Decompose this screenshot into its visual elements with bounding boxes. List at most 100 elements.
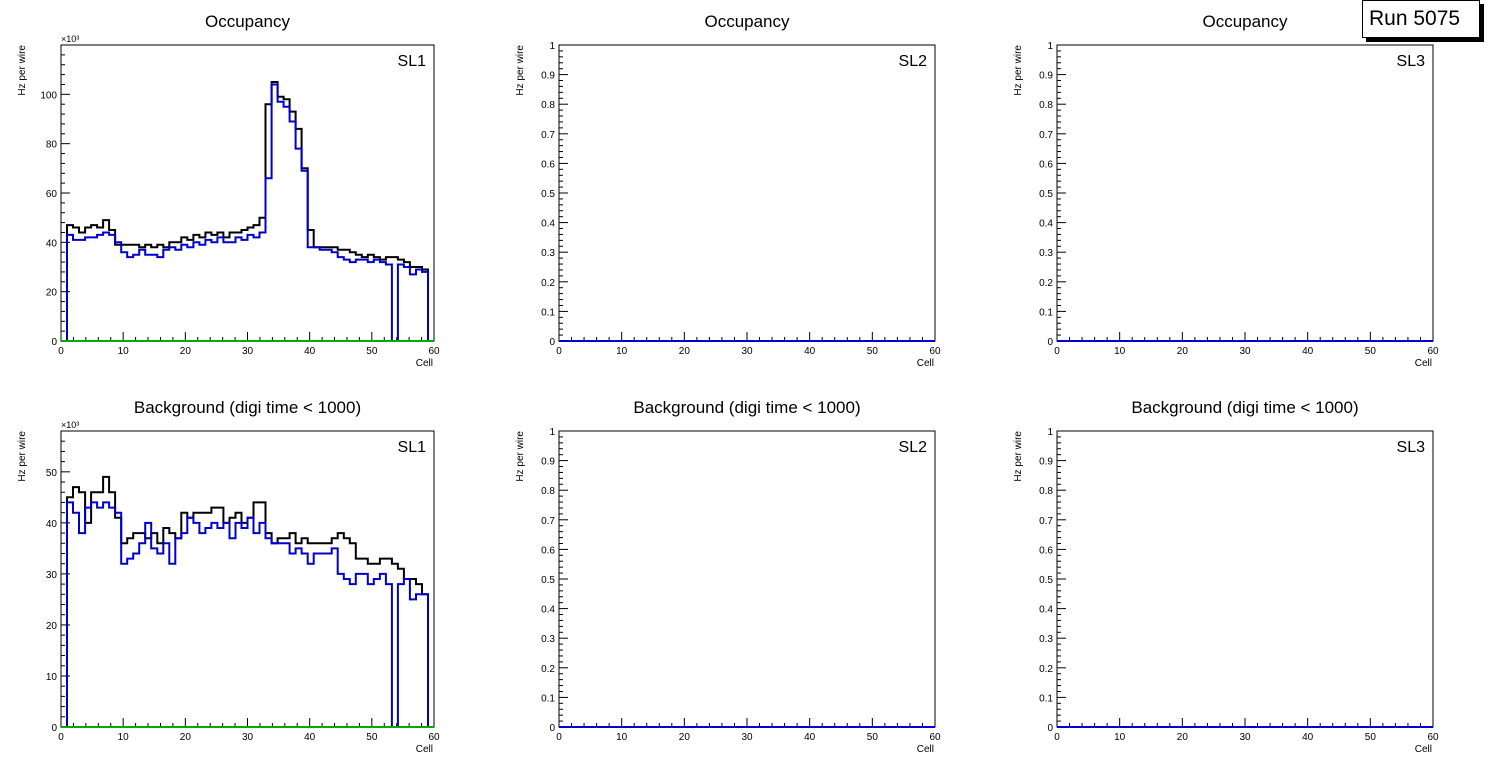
x-tick-label: 40: [804, 732, 816, 743]
y-tick-label: 100: [40, 90, 57, 101]
x-axis-label: Cell: [416, 744, 433, 755]
x-tick-label: 40: [1302, 346, 1314, 357]
x-tick-label: 60: [1427, 346, 1439, 357]
x-axis-label: Cell: [1415, 358, 1432, 369]
y-tick-label: 0.6: [541, 545, 555, 556]
x-tick-label: 60: [1427, 732, 1439, 743]
y-tick-label: 0: [1047, 723, 1053, 734]
superlayer-label: SL2: [899, 53, 928, 70]
y-tick-label: 0.6: [541, 159, 555, 170]
superlayer-label: SL3: [1397, 53, 1426, 70]
y-tick-label: 0.2: [541, 664, 555, 675]
x-tick-label: 0: [58, 732, 64, 743]
y-tick-label: 0.4: [541, 219, 555, 230]
x-tick-label: 30: [1239, 732, 1251, 743]
x-tick-label: 10: [616, 346, 628, 357]
y-tick-label: 0.7: [541, 130, 555, 141]
y-tick-label: 0.5: [1039, 575, 1053, 586]
plot-frame: [60, 44, 435, 342]
y-tick-label: 0.9: [1039, 71, 1053, 82]
y-tick-label: 0.8: [541, 100, 555, 111]
x-tick-label: 10: [118, 346, 130, 357]
y-tick-label: 0.8: [1039, 486, 1053, 497]
y-tick-label: 0.1: [1039, 307, 1053, 318]
y-tick-label: 0.1: [541, 307, 555, 318]
y-tick-label: 0.4: [1039, 605, 1053, 616]
y-tick-label: 0.6: [1039, 545, 1053, 556]
plot-frame: [1056, 44, 1434, 342]
y-tick-label: 1: [1047, 41, 1053, 52]
y-tick-label: 40: [46, 519, 58, 530]
y-tick-label: 0.1: [541, 693, 555, 704]
x-tick-label: 50: [1365, 732, 1377, 743]
y-axis-label: Hz per wire: [515, 45, 526, 96]
x-tick-label: 20: [679, 346, 691, 357]
panel-6: Background (digi time < 1000) SL3 Hz per w…: [1013, 398, 1439, 755]
plot-frame: [1056, 430, 1434, 728]
x-tick-label: 30: [741, 732, 753, 743]
x-tick-label: 60: [428, 732, 440, 743]
x-tick-label: 20: [679, 732, 691, 743]
y-tick-label: 0.9: [1039, 457, 1053, 468]
y-tick-label: 1: [549, 427, 555, 438]
y-tick-label: 0.6: [1039, 159, 1053, 170]
x-tick-label: 10: [1114, 346, 1126, 357]
plot-title: Background (digi time < 1000): [1131, 398, 1358, 417]
x-tick-label: 30: [242, 732, 254, 743]
x-tick-label: 0: [556, 732, 562, 743]
y-tick-label: 30: [46, 570, 58, 581]
y-tick-label: 0.5: [541, 575, 555, 586]
x-tick-label: 50: [366, 346, 378, 357]
y-tick-label: 0: [51, 723, 57, 734]
x-tick-label: 10: [1114, 732, 1126, 743]
y-tick-label: 0.3: [1039, 248, 1053, 259]
histogram-series-total: [61, 475, 434, 728]
x-tick-label: 30: [1239, 346, 1251, 357]
plot-title: Occupancy: [704, 12, 790, 31]
superlayer-label: SL3: [1397, 439, 1426, 456]
plot-title: Occupancy: [1202, 12, 1288, 31]
y-tick-label: 0.4: [1039, 219, 1053, 230]
panel-4: Background (digi time < 1000) SL1 Hz per w…: [17, 398, 440, 755]
y-tick-label: 0.2: [541, 278, 555, 289]
y-tick-label: 60: [46, 189, 58, 200]
x-tick-label: 20: [180, 346, 192, 357]
y-tick-label: 80: [46, 140, 58, 151]
x-tick-label: 40: [304, 732, 316, 743]
y-tick-label: 0.7: [1039, 130, 1053, 141]
x-tick-label: 50: [867, 346, 879, 357]
y-tick-label: 0.5: [1039, 189, 1053, 200]
y-tick-label: 0.2: [1039, 278, 1053, 289]
y-tick-label: 0.3: [1039, 634, 1053, 645]
y-tick-label: 0.7: [541, 516, 555, 527]
y-multiplier-label: ×10³: [61, 34, 79, 44]
y-axis-label: Hz per wire: [1013, 45, 1024, 96]
y-tick-label: 0.3: [541, 248, 555, 259]
x-tick-label: 40: [304, 346, 316, 357]
x-tick-label: 50: [867, 732, 879, 743]
y-tick-label: 10: [46, 672, 58, 683]
x-tick-label: 10: [118, 732, 130, 743]
y-tick-label: 40: [46, 238, 58, 249]
x-tick-label: 50: [366, 732, 378, 743]
plot-title: Background (digi time < 1000): [134, 398, 361, 417]
y-axis-label: Hz per wire: [17, 45, 28, 96]
plot-title: Occupancy: [205, 12, 291, 31]
x-tick-label: 0: [1054, 346, 1060, 357]
x-tick-label: 40: [804, 346, 816, 357]
y-tick-label: 0: [51, 337, 57, 348]
y-tick-label: 20: [46, 621, 58, 632]
y-tick-label: 0.9: [541, 71, 555, 82]
y-tick-label: 0.2: [1039, 664, 1053, 675]
y-axis-label: Hz per wire: [17, 431, 28, 482]
histogram-series-total: [61, 81, 434, 342]
x-tick-label: 20: [1177, 732, 1189, 743]
histogram-series-blue: [61, 83, 434, 342]
histogram-series-blue: [61, 501, 434, 728]
y-tick-label: 0.8: [541, 486, 555, 497]
y-tick-label: 0.9: [541, 457, 555, 468]
superlayer-label: SL2: [899, 439, 928, 456]
x-tick-label: 40: [1302, 732, 1314, 743]
